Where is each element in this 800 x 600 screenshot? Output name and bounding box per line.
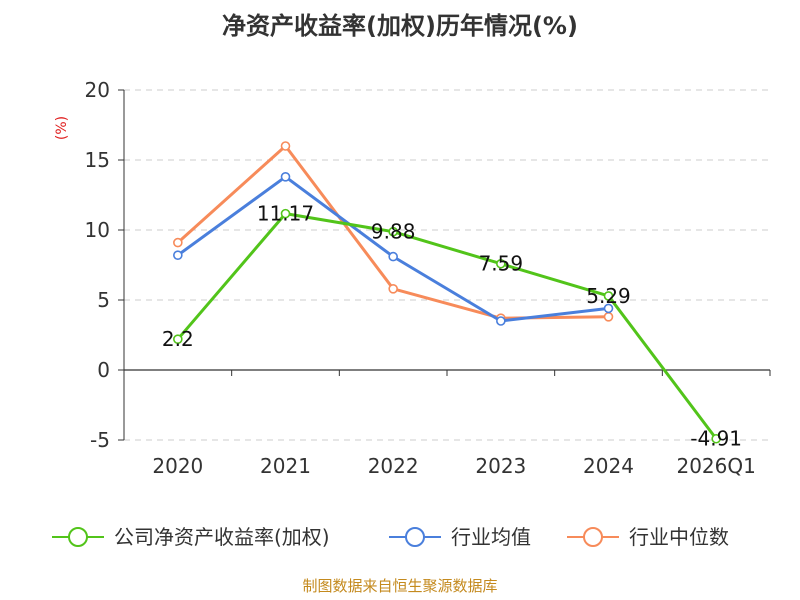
data-label: 5.29 xyxy=(586,284,631,308)
y-tick-label: 20 xyxy=(85,78,110,102)
series-line xyxy=(176,212,718,440)
data-point xyxy=(388,226,398,237)
y-tick-label: 15 xyxy=(85,148,110,172)
legend-marker xyxy=(583,527,603,547)
legend: 公司净资产收益率(加权) 行业均值 行业中位数 xyxy=(52,525,729,549)
data-label: 7.59 xyxy=(479,252,524,276)
legend-label: 行业均值 xyxy=(451,525,531,549)
x-tick-label: 2020 xyxy=(152,454,203,478)
x-tick-label: 2021 xyxy=(260,454,311,478)
series-0 xyxy=(173,208,721,444)
grid-lines xyxy=(124,89,770,441)
data-point xyxy=(280,141,291,151)
source-note: 制图数据来自恒生聚源数据库 xyxy=(302,577,497,595)
legend-item: 行业均值 xyxy=(389,525,531,549)
x-tick-label: 2024 xyxy=(583,454,634,478)
legend-item: 公司净资产收益率(加权) xyxy=(52,525,330,549)
data-label: 11.17 xyxy=(257,202,314,226)
series-line xyxy=(176,175,609,323)
series-lines xyxy=(173,141,721,444)
data-point xyxy=(496,258,506,269)
y-tick-label: -5 xyxy=(90,428,110,452)
legend-item: 行业中位数 xyxy=(567,525,729,549)
data-point xyxy=(173,237,183,248)
legend-marker xyxy=(405,527,425,547)
data-point xyxy=(280,208,291,219)
data-point xyxy=(603,311,614,322)
data-point xyxy=(496,316,506,326)
y-tick-label: 0 xyxy=(97,358,110,382)
data-point xyxy=(280,172,291,182)
data-labels: 2.2 11.17 9.88 7.59 5.29 -4.91 xyxy=(162,202,742,451)
x-tick-label: 2023 xyxy=(475,454,526,478)
chart-title: 净资产收益率(加权)历年情况(%) xyxy=(222,12,578,40)
y-axis-unit: (%) xyxy=(54,116,70,140)
y-tick-label: 10 xyxy=(85,218,110,242)
data-point xyxy=(603,291,614,301)
legend-label: 公司净资产收益率(加权) xyxy=(114,525,330,549)
series-1 xyxy=(173,172,614,326)
data-point xyxy=(173,250,183,260)
data-label: -4.91 xyxy=(690,427,742,451)
data-point xyxy=(388,283,398,294)
axes: 20 15 10 5 0 -5 2020 2021 2022 2023 2024 2026Q1 xyxy=(85,78,771,478)
x-tick-label: 2022 xyxy=(368,454,419,478)
data-label: 2.2 xyxy=(162,327,194,351)
data-point xyxy=(711,433,721,444)
data-point xyxy=(388,251,398,262)
legend-label: 行业中位数 xyxy=(629,525,729,549)
data-point xyxy=(173,334,183,345)
y-tick-label: 5 xyxy=(97,288,110,312)
data-label: 9.88 xyxy=(371,220,416,244)
data-point xyxy=(603,303,614,314)
x-tick-label: 2026Q1 xyxy=(676,454,755,478)
legend-marker xyxy=(68,527,88,547)
